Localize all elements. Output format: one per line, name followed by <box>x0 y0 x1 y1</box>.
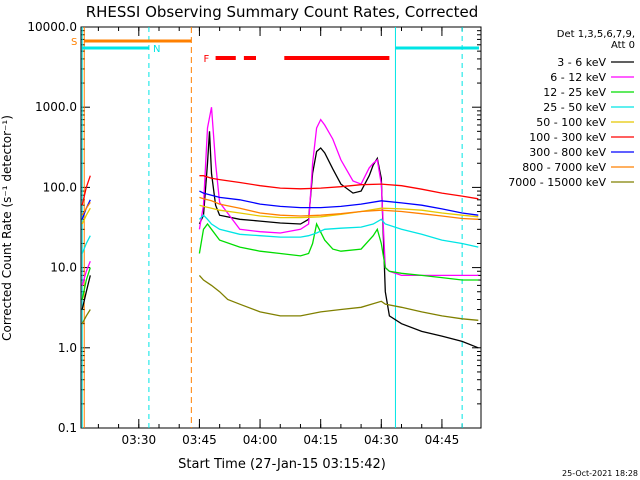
x-axis-label: Start Time (27-Jan-15 03:15:42) <box>178 457 386 472</box>
timestamp: 25-Oct-2021 18:28 <box>562 469 638 478</box>
series-line <box>81 207 91 225</box>
series-line <box>199 196 479 220</box>
y-tick-label: 100.0 <box>43 180 77 194</box>
y-tick-label: 10000.0 <box>27 20 77 34</box>
legend-label: 12 - 25 keV <box>543 86 606 99</box>
n-flag-label: N <box>153 44 160 55</box>
legend-header: Att 0 <box>611 40 635 51</box>
x-tick-label: 03:45 <box>182 433 217 447</box>
series-line <box>198 131 479 349</box>
legend-label: 6 - 12 keV <box>550 71 606 84</box>
series-line <box>198 274 479 321</box>
series-line <box>199 190 479 216</box>
series-line <box>81 309 91 325</box>
legend-header: Det 1,3,5,6,7,9, <box>557 29 635 40</box>
legend-label: 7000 - 15000 keV <box>508 176 606 189</box>
legend: Det 1,3,5,6,7,9,Att 0 3 - 6 keV 6 - 12 keV… <box>508 29 635 189</box>
y-tick-label: 1.0 <box>58 341 77 355</box>
y-tick-label: 1000.0 <box>35 100 77 114</box>
plot-area: 10000.0 1000.0 100.0 10.0 1.0 0.1 03:30 03:45 04… <box>27 20 482 447</box>
legend-label: 50 - 100 keV <box>536 116 606 129</box>
series-line <box>81 267 91 300</box>
series-line <box>81 275 91 310</box>
x-tick-label: 04:45 <box>425 433 460 447</box>
y-tick-label: 10.0 <box>50 261 77 275</box>
f-flag-label: F <box>203 54 209 65</box>
series-line <box>199 175 479 200</box>
chart-title: RHESSI Observing Summary Count Rates, Co… <box>86 3 479 21</box>
x-tick-label: 04:00 <box>243 433 278 447</box>
y-axis-label: Corrected Count Rate (s⁻¹ detector⁻¹) <box>0 115 14 341</box>
series-line <box>198 214 479 248</box>
legend-label: 3 - 6 keV <box>557 56 606 69</box>
series-line <box>81 235 91 254</box>
series-line <box>199 204 479 219</box>
y-tick-label: 0.1 <box>58 421 77 435</box>
legend-label: 800 - 7000 keV <box>522 161 606 174</box>
x-tick-label: 03:30 <box>122 433 157 447</box>
series-line <box>81 260 91 286</box>
x-tick-label: 04:30 <box>364 433 399 447</box>
series-line <box>81 175 91 206</box>
s-flag-label: S <box>71 37 77 48</box>
plot-frame <box>80 26 482 429</box>
series-line <box>198 222 479 281</box>
legend-label: 300 - 800 keV <box>529 146 606 159</box>
x-tick-label: 04:15 <box>303 433 338 447</box>
series-line <box>81 202 91 216</box>
legend-label: 100 - 300 keV <box>529 131 606 144</box>
legend-label: 25 - 50 keV <box>543 101 606 114</box>
